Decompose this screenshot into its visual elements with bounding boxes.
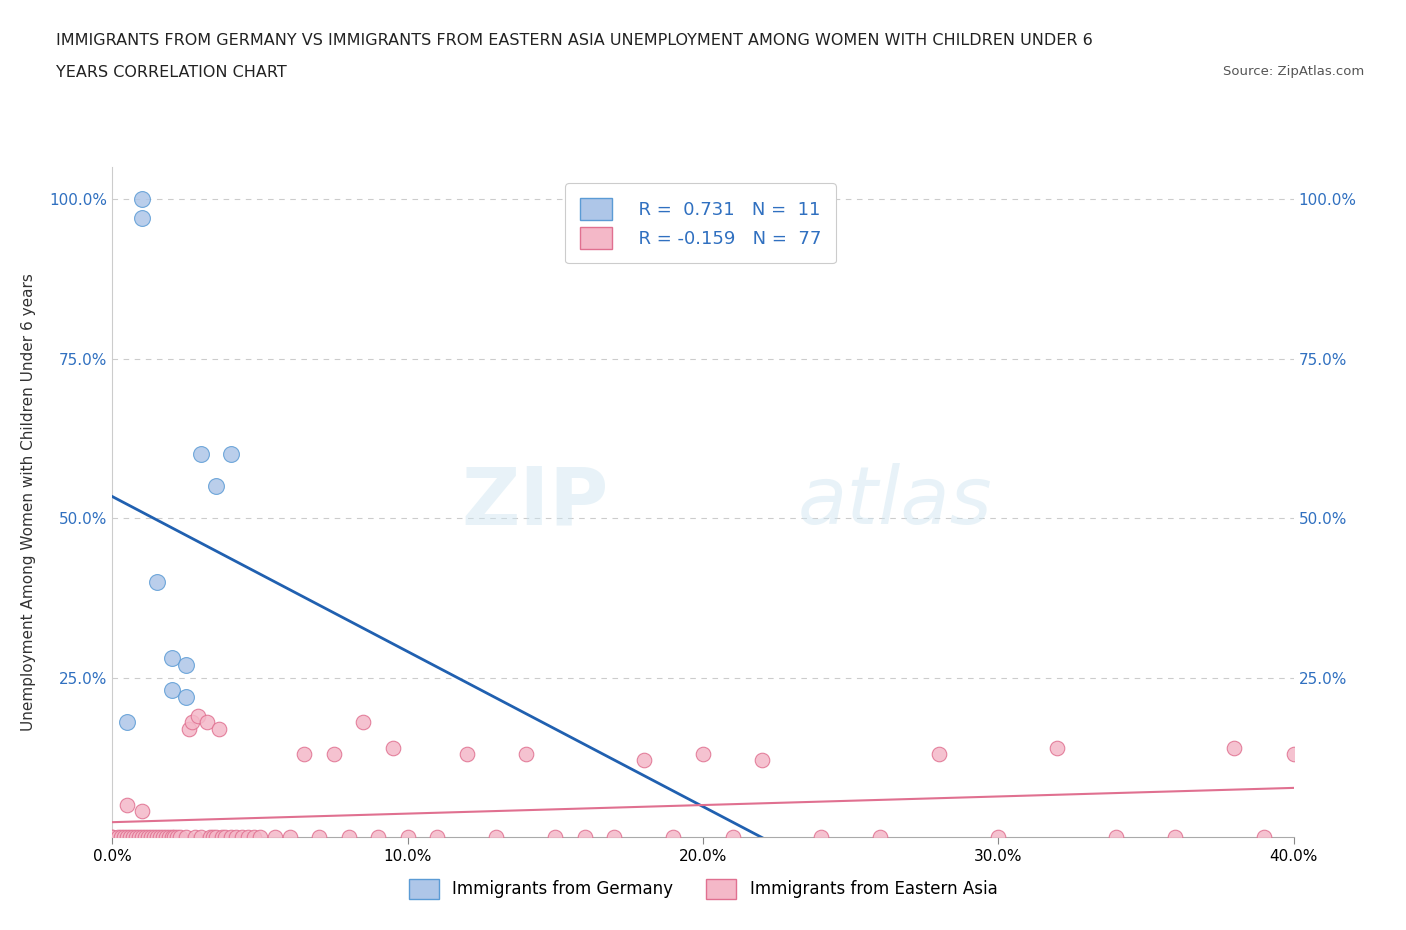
Point [152,830,174,844]
Text: Source: ZipAtlas.com: Source: ZipAtlas.com [1223,65,1364,78]
Point [120,830,142,844]
Point [198,830,221,844]
Point [131,211,153,226]
Point [396,830,419,844]
Point [166,830,188,844]
Point [367,830,389,844]
Point [249,830,271,844]
Point [211,830,233,844]
Legend: Immigrants from Germany, Immigrants from Eastern Asia: Immigrants from Germany, Immigrants from… [395,866,1011,912]
Point [146,830,169,844]
Text: YEARS CORRELATION CHART: YEARS CORRELATION CHART [56,65,287,80]
Point [208,721,231,736]
Point [190,830,212,844]
Point [869,830,891,844]
Point [190,447,212,462]
Point [131,804,153,819]
Point [134,830,156,844]
Point [810,830,832,844]
Point [603,830,626,844]
Point [136,830,159,844]
Point [544,830,567,844]
Point [160,683,183,698]
Point [292,747,315,762]
Point [633,753,655,768]
Point [101,830,124,844]
Text: atlas: atlas [797,463,993,541]
Point [110,830,132,844]
Point [169,830,191,844]
Y-axis label: Unemployment Among Women with Children Under 6 years: Unemployment Among Women with Children U… [21,273,35,731]
Point [1223,740,1246,755]
Point [155,830,177,844]
Point [1253,830,1275,844]
Point [163,830,186,844]
Point [1282,747,1305,762]
Point [187,709,209,724]
Point [122,830,145,844]
Point [278,830,301,844]
Point [142,830,165,844]
Point [662,830,685,844]
Point [928,747,950,762]
Legend:   R =  0.731   N =  11,   R = -0.159   N =  77: R = 0.731 N = 11, R = -0.159 N = 77 [565,183,835,263]
Point [721,830,744,844]
Point [157,830,180,844]
Point [1105,830,1128,844]
Point [184,830,207,844]
Point [205,479,228,494]
Point [456,747,478,762]
Point [139,830,162,844]
Point [225,830,247,844]
Point [219,830,242,844]
Point [337,830,360,844]
Point [219,447,242,462]
Point [485,830,508,844]
Point [1164,830,1187,844]
Text: IMMIGRANTS FROM GERMANY VS IMMIGRANTS FROM EASTERN ASIA UNEMPLOYMENT AMONG WOMEN: IMMIGRANTS FROM GERMANY VS IMMIGRANTS FR… [56,33,1092,47]
Point [117,830,138,844]
Point [214,830,236,844]
Point [515,747,537,762]
Point [128,830,150,844]
Point [107,830,129,844]
Point [231,830,253,844]
Point [117,798,138,813]
Point [131,192,153,206]
Point [205,830,228,844]
Point [426,830,449,844]
Point [125,830,148,844]
Point [195,715,218,730]
Point [264,830,287,844]
Point [181,715,204,730]
Point [146,575,169,590]
Point [323,747,346,762]
Point [382,740,405,755]
Point [243,830,266,844]
Point [174,689,197,704]
Point [101,830,124,844]
Point [174,830,197,844]
Point [574,830,596,844]
Point [1046,740,1069,755]
Point [751,753,773,768]
Point [352,715,374,730]
Point [131,830,153,844]
Point [692,747,714,762]
Point [308,830,330,844]
Text: ZIP: ZIP [461,463,609,541]
Point [179,721,201,736]
Point [112,830,135,844]
Point [160,830,183,844]
Point [174,658,197,672]
Point [117,715,138,730]
Point [160,651,183,666]
Point [201,830,224,844]
Point [987,830,1010,844]
Point [149,830,172,844]
Point [238,830,260,844]
